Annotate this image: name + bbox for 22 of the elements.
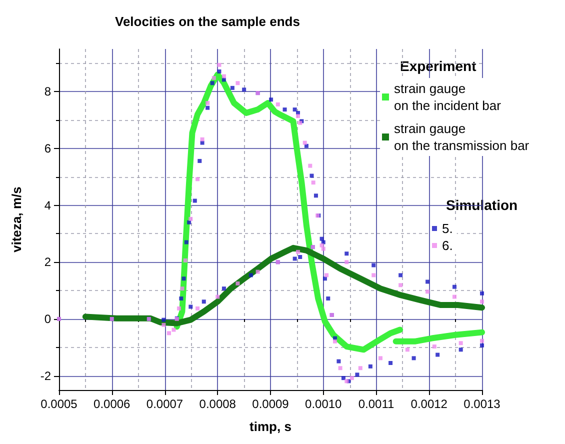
x-tick-label: 0.0013: [464, 397, 501, 411]
y-tick-label: 2: [44, 255, 52, 270]
x-tick-label: 0.0012: [410, 397, 448, 411]
legend-label: strain gauge on the incident bar: [394, 81, 502, 113]
y-tick-label: 6: [44, 141, 52, 156]
x-tick-label: 0.0009: [252, 397, 290, 411]
y-tick-label: -2: [40, 368, 52, 383]
y-tick-label: 4: [44, 198, 52, 212]
y-axis-title: viteza, m/s: [9, 186, 24, 252]
x-tick-label: 0.0006: [94, 397, 131, 411]
x-axis-title: timp, s: [250, 419, 292, 434]
x-tick-label: 0.0008: [199, 397, 236, 411]
x-tick-label: 0.0005: [40, 397, 78, 411]
legend-label: 5.: [442, 221, 453, 236]
y-tick-label: 0: [44, 312, 52, 326]
x-tick-label: 0.0011: [358, 397, 394, 411]
legend-label: 6.: [442, 238, 453, 253]
x-tick-label: 0.0010: [305, 397, 342, 411]
legend-label: strain gauge on the transmission bar: [394, 121, 530, 153]
chart-title: Velocities on the sample ends: [115, 14, 300, 29]
x-tick-label: 0.0007: [146, 397, 184, 411]
y-tick-label: 8: [44, 84, 52, 99]
